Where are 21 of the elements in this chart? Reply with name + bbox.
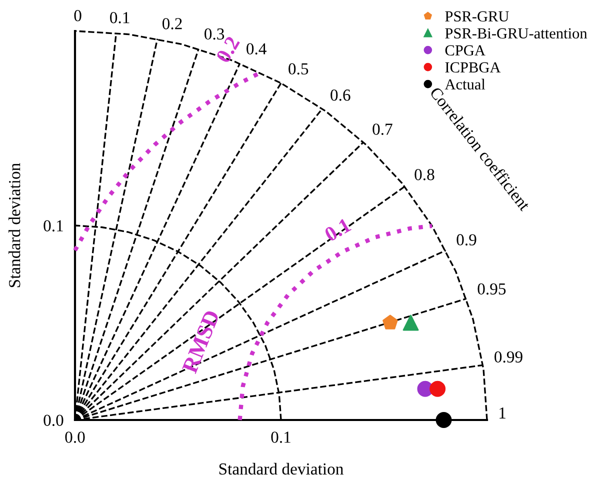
legend-label: PSR-Bi-GRU-attention [445,28,588,39]
annotation: RMSD [182,309,220,374]
text: 0.99 [494,351,522,363]
annotation: 0.6 [330,90,350,101]
annotation: 0.7 [372,124,392,135]
annotation: 0.4 [246,43,266,55]
annotation: 0.8 [414,168,434,180]
legend-label: ICPBGA [445,62,501,73]
legend-label: Actual [444,78,486,90]
legend-label: CPGA [445,45,486,56]
legend-label: PSR-GRU [445,11,509,22]
text: 0.2 [162,18,182,30]
text: 1 [500,407,506,418]
text: 0 [74,10,82,22]
annotation: 0.1 [324,218,352,242]
annotation: 0.5 [288,63,308,75]
text: 0.1 [110,12,130,24]
y-axis-title: Standard deviation [8,163,20,288]
x-axis-title: Standard deviation [219,462,344,475]
annotation: 0.9 [456,234,476,246]
annotation: 0.95 [478,283,506,295]
